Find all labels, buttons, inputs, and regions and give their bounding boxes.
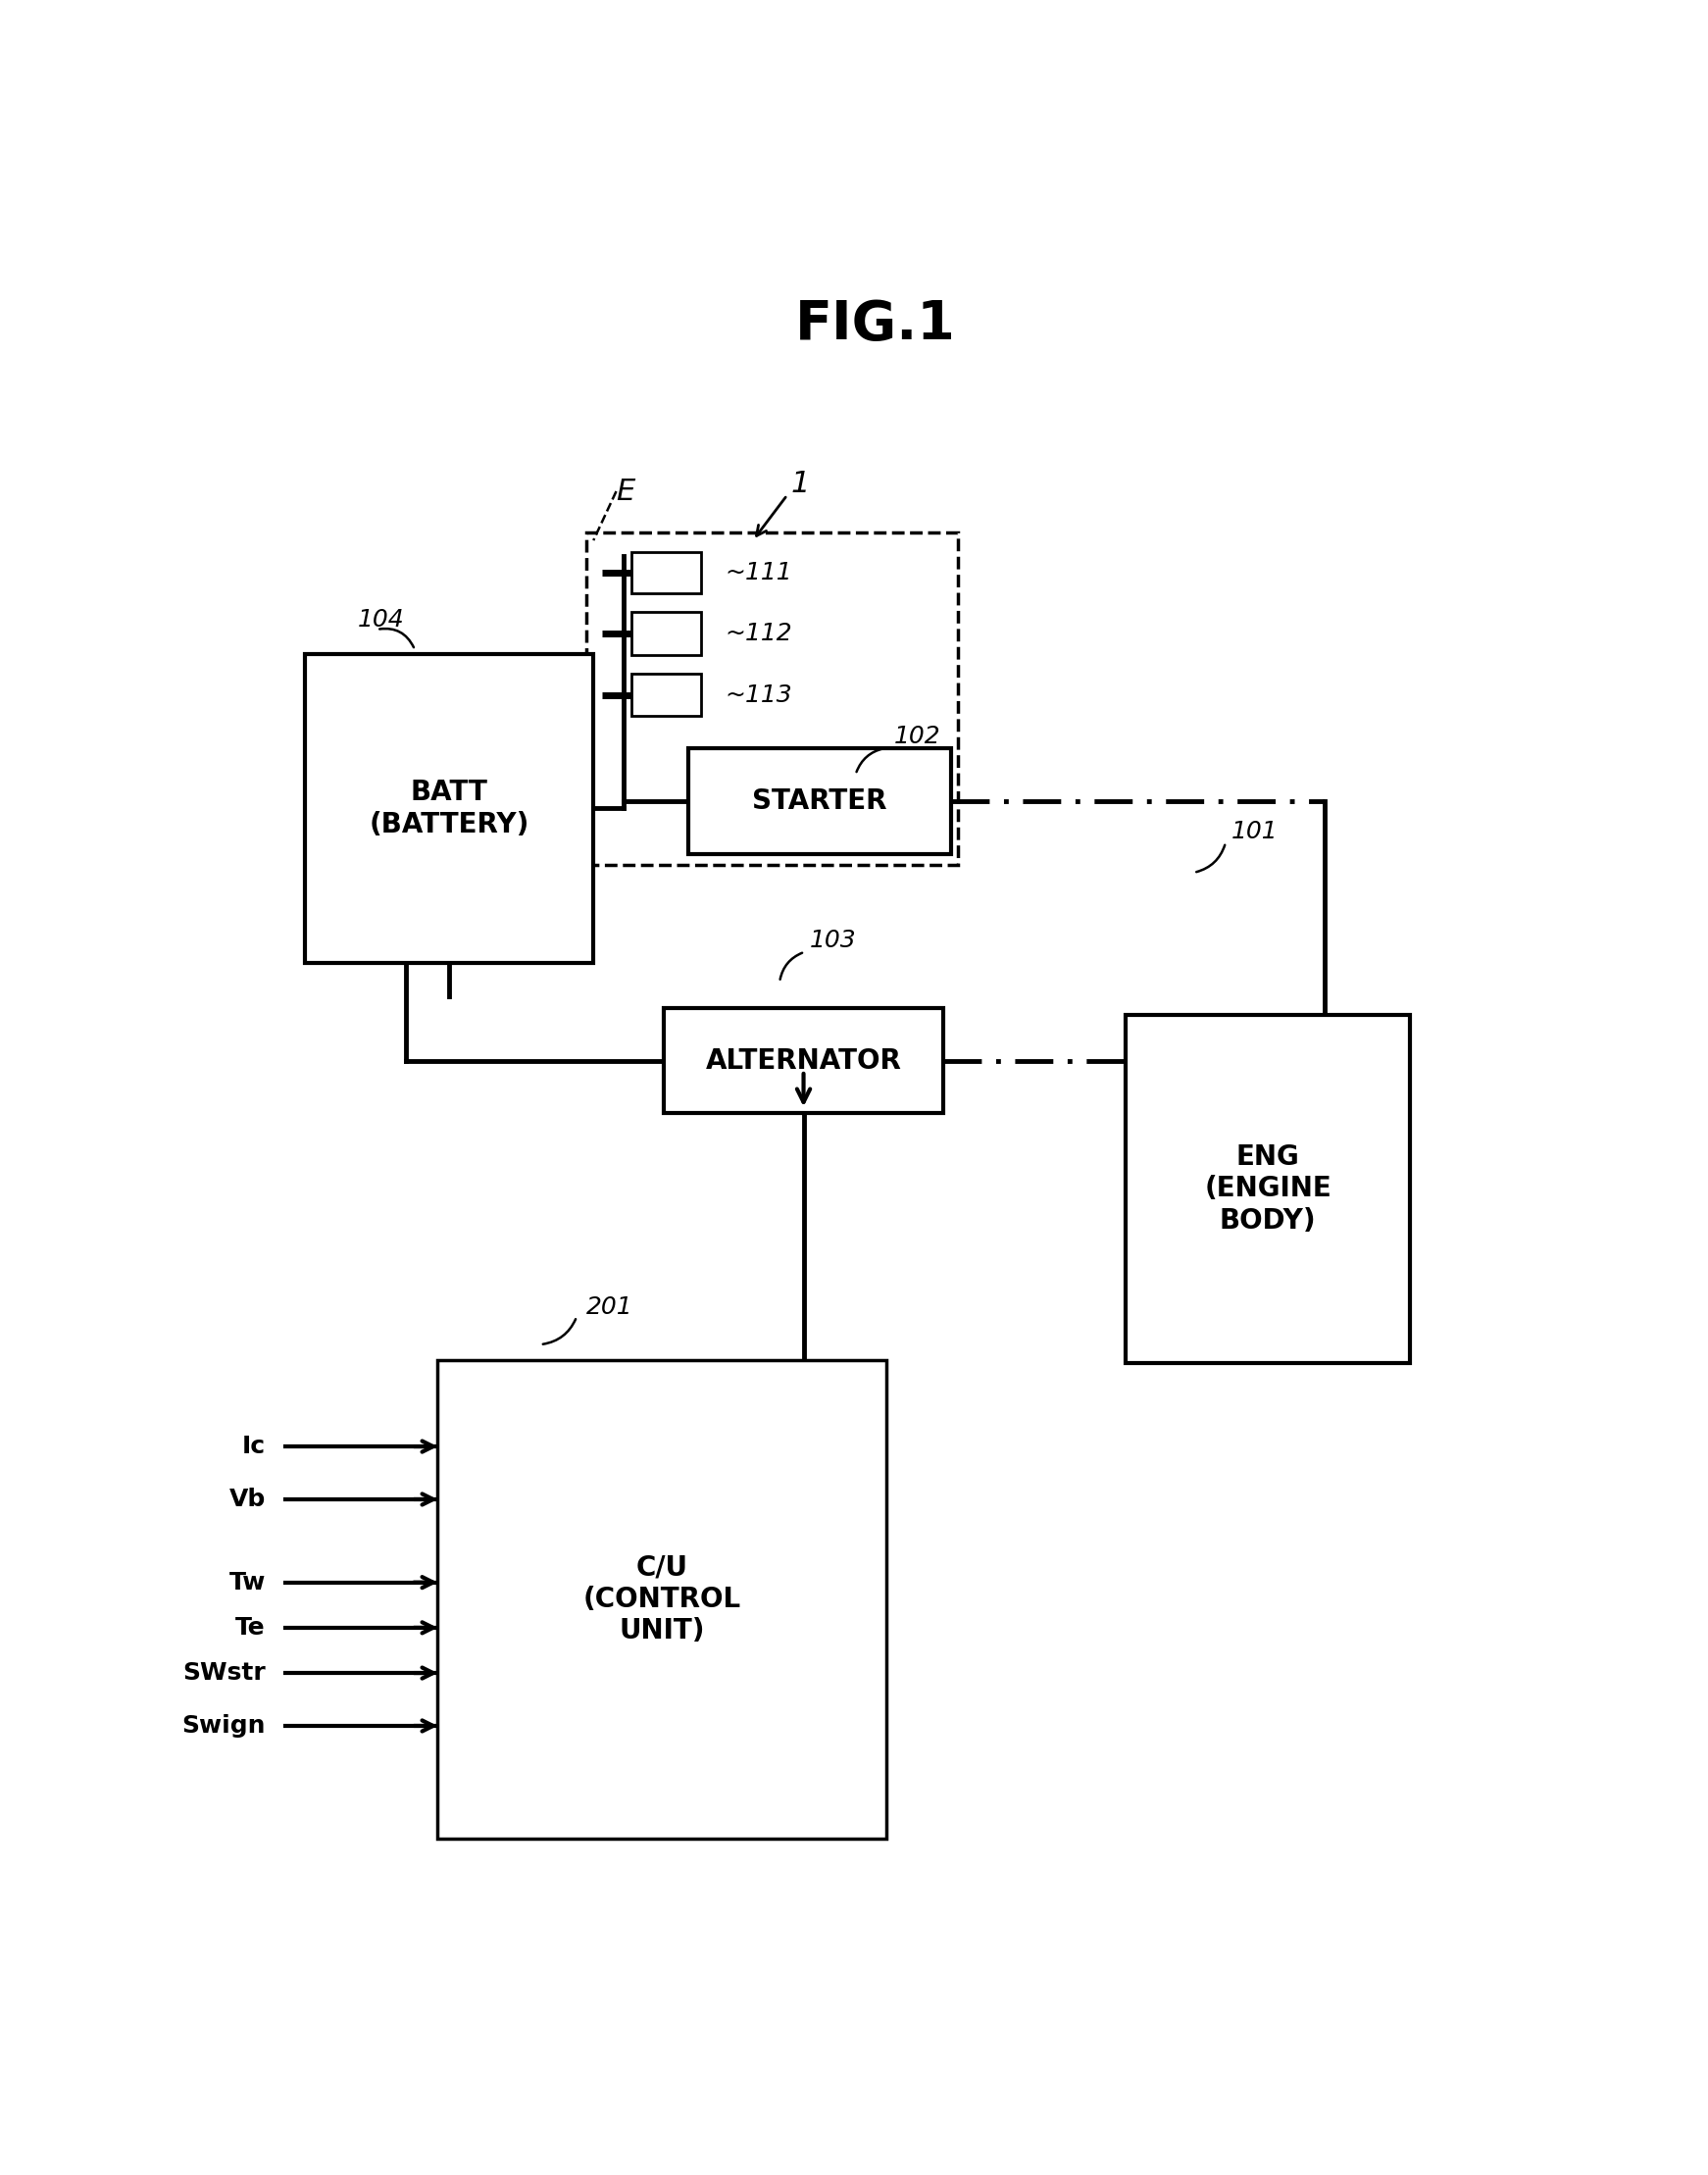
- Text: BATT
(BATTERY): BATT (BATTERY): [369, 779, 529, 837]
- FancyBboxPatch shape: [664, 1009, 943, 1114]
- Text: 102: 102: [893, 724, 941, 748]
- FancyBboxPatch shape: [632, 552, 702, 594]
- Text: E: E: [617, 476, 635, 505]
- Text: Vb: Vb: [229, 1488, 265, 1512]
- Text: 103: 103: [810, 929, 857, 953]
- Text: ~111: ~111: [726, 561, 793, 585]
- Text: SWstr: SWstr: [183, 1662, 265, 1686]
- FancyBboxPatch shape: [632, 611, 702, 655]
- Text: Swign: Swign: [181, 1714, 265, 1738]
- Text: FIG.1: FIG.1: [794, 298, 956, 350]
- Text: 1: 1: [791, 470, 810, 498]
- FancyBboxPatch shape: [632, 674, 702, 716]
- Text: STARTER: STARTER: [752, 787, 886, 816]
- Text: 104: 104: [359, 607, 405, 631]
- Text: Ic: Ic: [243, 1436, 265, 1457]
- Text: Te: Te: [236, 1616, 265, 1640]
- Text: Tw: Tw: [229, 1570, 265, 1594]
- Text: C/U
(CONTROL
UNIT): C/U (CONTROL UNIT): [582, 1553, 741, 1644]
- Text: 201: 201: [586, 1294, 632, 1318]
- Text: ~112: ~112: [726, 622, 793, 646]
- Text: 101: 101: [1231, 820, 1278, 844]
- FancyBboxPatch shape: [304, 655, 593, 964]
- Text: ALTERNATOR: ALTERNATOR: [705, 1046, 902, 1074]
- FancyBboxPatch shape: [437, 1359, 886, 1840]
- FancyBboxPatch shape: [1126, 1014, 1411, 1364]
- FancyBboxPatch shape: [688, 748, 951, 855]
- Text: ~113: ~113: [726, 683, 793, 707]
- Text: ENG
(ENGINE
BODY): ENG (ENGINE BODY): [1204, 1144, 1332, 1235]
